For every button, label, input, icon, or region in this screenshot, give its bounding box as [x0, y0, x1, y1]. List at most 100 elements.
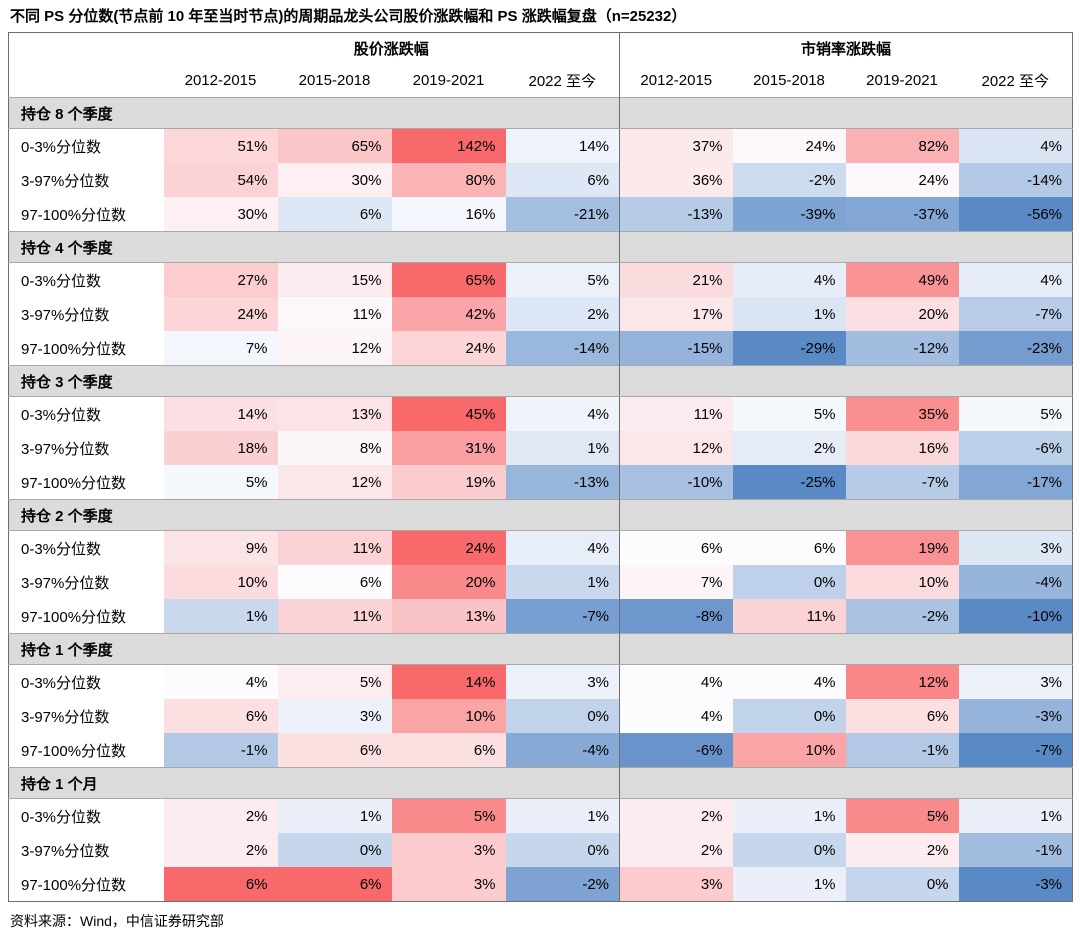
- heatmap-cell: 24%: [391, 530, 506, 565]
- table-row: 0-3%分位数 14% 13% 45% 4% 11% 5% 35% 5%: [8, 396, 1073, 431]
- table-row: 3-97%分位数 18% 8% 31% 1% 12% 2% 16% -6%: [8, 431, 1073, 465]
- heatmap-cell: -7%: [958, 297, 1073, 331]
- heatmap-cell: -17%: [958, 465, 1073, 500]
- heatmap-cell: 5%: [845, 798, 959, 833]
- heatmap-cell: 49%: [845, 262, 959, 297]
- heatmap-cell: 1%: [732, 867, 846, 902]
- heatmap-cell: 15%: [277, 262, 392, 297]
- heatmap-cell: -13%: [619, 197, 733, 232]
- heatmap-cell: 37%: [619, 128, 733, 163]
- heatmap-cell: 10%: [163, 565, 278, 599]
- heatmap-cell: -10%: [619, 465, 733, 500]
- row-label: 3-97%分位数: [8, 699, 164, 733]
- row-label: 3-97%分位数: [8, 297, 164, 331]
- heatmap-cell: 0%: [505, 833, 620, 867]
- heatmap-cell: 54%: [163, 163, 278, 197]
- heatmap-cell: 3%: [958, 530, 1073, 565]
- table-row: 0-3%分位数 27% 15% 65% 5% 21% 4% 49% 4%: [8, 262, 1073, 297]
- heatmap-cell: -29%: [732, 331, 846, 366]
- heatmap-cell: -1%: [958, 833, 1073, 867]
- heatmap-cell: -7%: [845, 465, 959, 500]
- heatmap-cell: 2%: [163, 833, 278, 867]
- heatmap-cell: 0%: [845, 867, 959, 902]
- heatmap-cell: 6%: [619, 530, 733, 565]
- heatmap-cell: 11%: [277, 599, 392, 634]
- heatmap-cell: -39%: [732, 197, 846, 232]
- heatmap-cell: 12%: [277, 331, 392, 366]
- holding-period-row-3: 持仓 2 个季度: [8, 499, 1073, 531]
- heatmap-cell: -10%: [958, 599, 1073, 634]
- heatmap-cell: -13%: [505, 465, 620, 500]
- heatmap-cell: 1%: [958, 798, 1073, 833]
- table-row: 0-3%分位数 51% 65% 142% 14% 37% 24% 82% 4%: [8, 128, 1073, 163]
- heatmap-cell: -6%: [958, 431, 1073, 465]
- row-label: 97-100%分位数: [8, 197, 164, 232]
- table-row: 97-100%分位数 -1% 6% 6% -4% -6% 10% -1% -7%: [8, 733, 1073, 768]
- holding-period-row-1: 持仓 4 个季度: [8, 231, 1073, 263]
- heatmap-cell: 16%: [845, 431, 959, 465]
- row-label: 3-97%分位数: [8, 565, 164, 599]
- heatmap-cell: 11%: [277, 297, 392, 331]
- heatmap-cell: -6%: [619, 733, 733, 768]
- period-header-0-2: 2019-2021: [412, 72, 485, 89]
- heatmap-cell: 82%: [845, 128, 959, 163]
- heatmap-cell: 6%: [732, 530, 846, 565]
- heatmap-cell: 24%: [732, 128, 846, 163]
- heatmap-cell: 19%: [845, 530, 959, 565]
- row-label: 0-3%分位数: [8, 128, 164, 163]
- heatmap-cell: 20%: [391, 565, 506, 599]
- heatmap-cell: 7%: [163, 331, 278, 366]
- heatmap-cell: 1%: [505, 565, 620, 599]
- column-group-ps: 市销率涨跌幅: [619, 32, 1073, 64]
- heatmap-cell: 17%: [619, 297, 733, 331]
- heatmap-cell: 30%: [163, 197, 278, 232]
- heatmap-cell: 24%: [391, 331, 506, 366]
- holding-period-row-5: 持仓 1 个月: [8, 767, 1073, 799]
- heatmap-cell: -2%: [845, 599, 959, 634]
- row-label: 97-100%分位数: [8, 331, 164, 366]
- holding-period-label: 持仓 2 个季度: [8, 499, 620, 531]
- heatmap-cell: -8%: [619, 599, 733, 634]
- heatmap-cell: 14%: [505, 128, 620, 163]
- table-row: 3-97%分位数 2% 0% 3% 0% 2% 0% 2% -1%: [8, 833, 1073, 867]
- heatmap-cell: 2%: [845, 833, 959, 867]
- heatmap-cell: 4%: [505, 530, 620, 565]
- heatmap-cell: 6%: [163, 867, 278, 902]
- row-label: 0-3%分位数: [8, 798, 164, 833]
- heatmap-cell: -4%: [958, 565, 1073, 599]
- table-row: 97-100%分位数 6% 6% 3% -2% 3% 1% 0% -3%: [8, 867, 1073, 902]
- heatmap-cell: 10%: [845, 565, 959, 599]
- heatmap-cell: 11%: [277, 530, 392, 565]
- heatmap-cell: 142%: [391, 128, 506, 163]
- heatmap-cell: 10%: [732, 733, 846, 768]
- heatmap-cell: 5%: [505, 262, 620, 297]
- heatmap-cell: 4%: [958, 128, 1073, 163]
- heatmap-cell: 9%: [163, 530, 278, 565]
- heatmap-cell: 20%: [845, 297, 959, 331]
- heatmap-cell: 6%: [505, 163, 620, 197]
- heatmap-cell: 24%: [845, 163, 959, 197]
- page-title: 不同 PS 分位数(节点前 10 年至当时节点)的周期品龙头公司股价涨跌幅和 P…: [10, 8, 687, 25]
- corner-cell: [9, 33, 164, 98]
- heatmap-cell: 11%: [619, 396, 733, 431]
- heatmap-cell: 4%: [619, 664, 733, 699]
- row-label: 0-3%分位数: [8, 530, 164, 565]
- heatmap-cell: 3%: [391, 833, 506, 867]
- holding-period-filler: [619, 97, 1073, 129]
- heatmap-cell: -1%: [845, 733, 959, 768]
- heatmap-cell: 4%: [505, 396, 620, 431]
- heatmap-cell: 1%: [505, 431, 620, 465]
- heatmap-cell: 10%: [391, 699, 506, 733]
- heatmap-cell: 14%: [391, 664, 506, 699]
- table-row: 97-100%分位数 1% 11% 13% -7% -8% 11% -2% -10%: [8, 599, 1073, 634]
- heatmap-cell: 13%: [391, 599, 506, 634]
- table-row: 0-3%分位数 4% 5% 14% 3% 4% 4% 12% 3%: [8, 664, 1073, 699]
- heatmap-cell: 5%: [163, 465, 278, 500]
- heatmap-cell: 0%: [732, 833, 846, 867]
- heatmap-cell: 4%: [958, 262, 1073, 297]
- holding-period-filler: [619, 499, 1073, 531]
- heatmap-cell: 2%: [619, 833, 733, 867]
- heatmap-cell: 8%: [277, 431, 392, 465]
- table-row: 0-3%分位数 9% 11% 24% 4% 6% 6% 19% 3%: [8, 530, 1073, 565]
- heatmap-cell: 5%: [958, 396, 1073, 431]
